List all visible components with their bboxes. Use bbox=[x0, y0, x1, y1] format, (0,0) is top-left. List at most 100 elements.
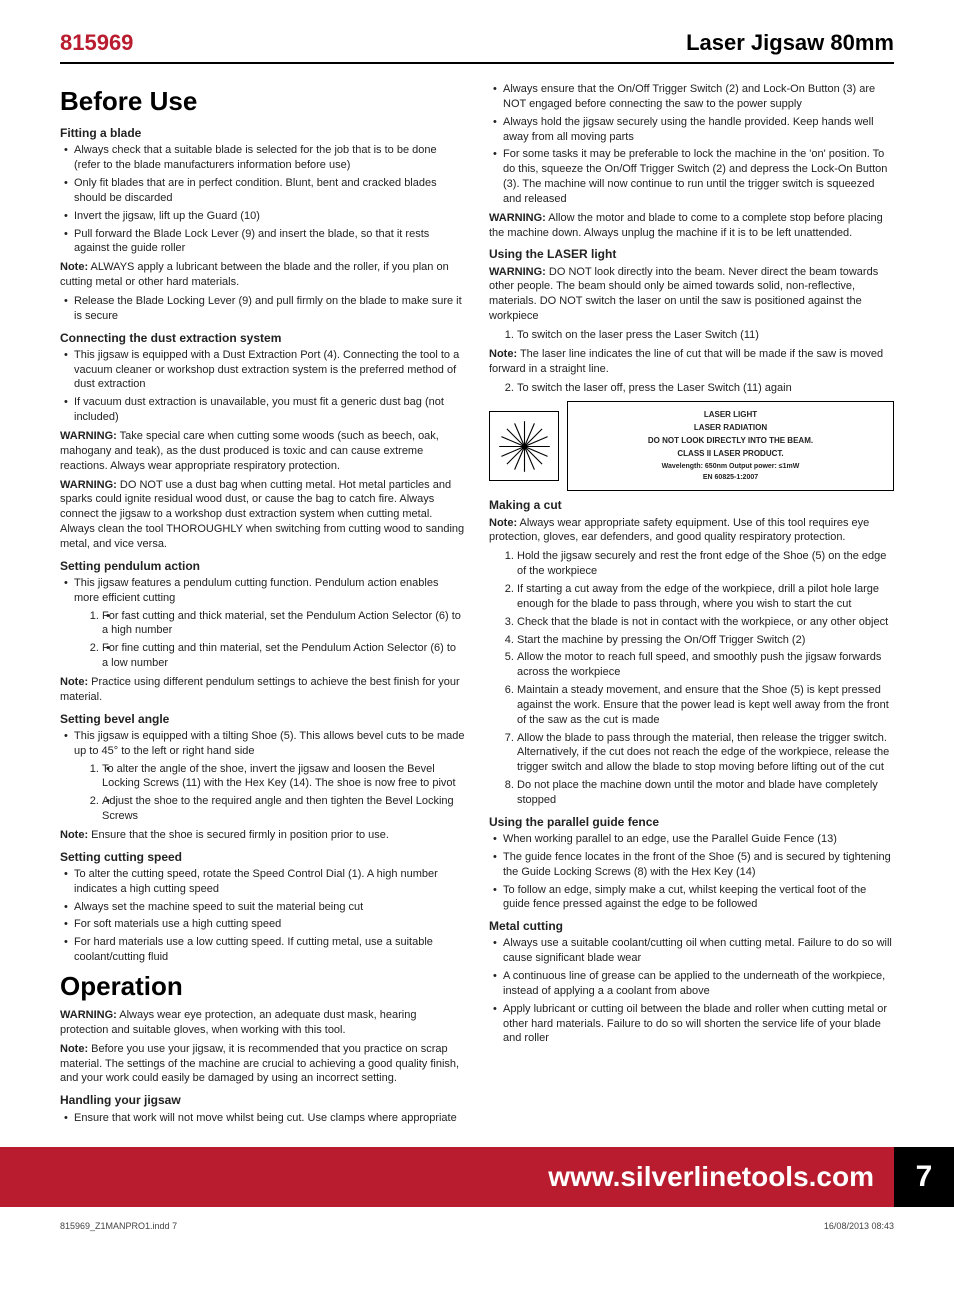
pendulum-steps: For fast cutting and thick material, set… bbox=[74, 609, 465, 671]
warning-laser: WARNING: DO NOT look directly into the b… bbox=[489, 265, 894, 324]
warning-label: WARNING: bbox=[60, 479, 117, 491]
subheading-making-cut: Making a cut bbox=[489, 497, 894, 513]
list-item: For fine cutting and thin material, set … bbox=[102, 641, 465, 671]
note-lubricant: Note: ALWAYS apply a lubricant between t… bbox=[60, 260, 465, 290]
note-text: Ensure that the shoe is secured firmly i… bbox=[88, 829, 389, 841]
list-item: Ensure that work will not move whilst be… bbox=[60, 1111, 465, 1126]
speed-list: To alter the cutting speed, rotate the S… bbox=[60, 867, 465, 965]
laser-icon-box bbox=[489, 411, 559, 481]
laser-warning-box: LASER LIGHT LASER RADIATION DO NOT LOOK … bbox=[489, 401, 894, 491]
list-item: To switch on the laser press the Laser S… bbox=[517, 328, 894, 343]
list-item: Always check that a suitable blade is se… bbox=[60, 143, 465, 173]
warning-text: DO NOT use a dust bag when cutting metal… bbox=[60, 479, 464, 550]
list-item: To alter the cutting speed, rotate the S… bbox=[60, 867, 465, 897]
bevel-intro-list: This jigsaw is equipped with a tilting S… bbox=[60, 729, 465, 824]
list-item: Invert the jigsaw, lift up the Guard (10… bbox=[60, 209, 465, 224]
column-right: Always ensure that the On/Off Trigger Sw… bbox=[489, 82, 894, 1129]
list-item: Always ensure that the On/Off Trigger Sw… bbox=[489, 82, 894, 112]
subheading-pendulum: Setting pendulum action bbox=[60, 558, 465, 574]
list-item: Release the Blade Locking Lever (9) and … bbox=[60, 294, 465, 324]
dust-extraction-list: This jigsaw is equipped with a Dust Extr… bbox=[60, 348, 465, 425]
list-item: For soft materials use a high cutting sp… bbox=[60, 917, 465, 932]
laser-box-line: DO NOT LOOK DIRECTLY INTO THE BEAM. bbox=[578, 436, 883, 447]
list-item: To switch the laser off, press the Laser… bbox=[517, 381, 894, 396]
print-metadata: 815969_Z1MANPRO1.indd 7 16/08/2013 08:43 bbox=[0, 1207, 954, 1251]
subheading-laser: Using the LASER light bbox=[489, 246, 894, 262]
list-item: A continuous line of grease can be appli… bbox=[489, 969, 894, 999]
list-item: Adjust the shoe to the required angle an… bbox=[102, 794, 465, 824]
list-item: Maintain a steady movement, and ensure t… bbox=[517, 683, 894, 728]
laser-box-line: LASER LIGHT bbox=[578, 410, 883, 421]
handling-list-2: Always ensure that the On/Off Trigger Sw… bbox=[489, 82, 894, 207]
note-bevel: Note: Ensure that the shoe is secured fi… bbox=[60, 828, 465, 843]
note-text: Before you use your jigsaw, it is recomm… bbox=[60, 1043, 459, 1085]
subheading-dust-extraction: Connecting the dust extraction system bbox=[60, 330, 465, 346]
pendulum-intro-list: This jigsaw features a pendulum cutting … bbox=[60, 576, 465, 671]
warning-operation: WARNING: Always wear eye protection, an … bbox=[60, 1008, 465, 1038]
print-datetime: 16/08/2013 08:43 bbox=[824, 1221, 894, 1231]
note-text: ALWAYS apply a lubricant between the bla… bbox=[60, 261, 449, 288]
list-item: For fast cutting and thick material, set… bbox=[102, 609, 465, 639]
content-columns: Before Use Fitting a blade Always check … bbox=[60, 82, 894, 1129]
bevel-intro: This jigsaw is equipped with a tilting S… bbox=[74, 730, 465, 757]
print-file: 815969_Z1MANPRO1.indd 7 bbox=[60, 1221, 177, 1231]
bevel-steps: To alter the angle of the shoe, invert t… bbox=[74, 762, 465, 824]
subheading-fitting-blade: Fitting a blade bbox=[60, 125, 465, 141]
list-item: The guide fence locates in the front of … bbox=[489, 850, 894, 880]
list-item: To alter the angle of the shoe, invert t… bbox=[102, 762, 465, 792]
list-item: Do not place the machine down until the … bbox=[517, 778, 894, 808]
subheading-metal-cutting: Metal cutting bbox=[489, 918, 894, 934]
note-pendulum: Note: Practice using different pendulum … bbox=[60, 675, 465, 705]
note-label: Note: bbox=[60, 1043, 88, 1055]
note-operation: Note: Before you use your jigsaw, it is … bbox=[60, 1042, 465, 1087]
note-label: Note: bbox=[489, 517, 517, 529]
note-text: The laser line indicates the line of cut… bbox=[489, 348, 883, 375]
warning-label: WARNING: bbox=[60, 1009, 117, 1021]
warning-label: WARNING: bbox=[60, 430, 117, 442]
warning-motor-stop: WARNING: Allow the motor and blade to co… bbox=[489, 211, 894, 241]
laser-box-line: LASER RADIATION bbox=[578, 423, 883, 434]
laser-box-line: EN 60825-1:2007 bbox=[578, 473, 883, 482]
warning-wood-dust: WARNING: Take special care when cutting … bbox=[60, 429, 465, 474]
note-text: Practice using different pendulum settin… bbox=[60, 676, 460, 703]
laser-steps: To switch on the laser press the Laser S… bbox=[489, 328, 894, 343]
fitting-blade-list: Always check that a suitable blade is se… bbox=[60, 143, 465, 256]
list-item: For some tasks it may be preferable to l… bbox=[489, 147, 894, 206]
list-item: This jigsaw features a pendulum cutting … bbox=[60, 576, 465, 671]
warning-text: Allow the motor and blade to come to a c… bbox=[489, 212, 883, 239]
fence-list: When working parallel to an edge, use th… bbox=[489, 832, 894, 912]
note-laser: Note: The laser line indicates the line … bbox=[489, 347, 894, 377]
metal-list: Always use a suitable coolant/cutting oi… bbox=[489, 936, 894, 1046]
warning-label: WARNING: bbox=[489, 212, 546, 224]
footer-page-number: 7 bbox=[894, 1147, 954, 1207]
footer-url: www.silverlinetools.com bbox=[0, 1147, 894, 1207]
list-item: To follow an edge, simply make a cut, wh… bbox=[489, 883, 894, 913]
note-text: Always wear appropriate safety equipment… bbox=[489, 517, 869, 544]
list-item: Always hold the jigsaw securely using th… bbox=[489, 115, 894, 145]
list-item: Pull forward the Blade Lock Lever (9) an… bbox=[60, 227, 465, 257]
list-item: Only fit blades that are in perfect cond… bbox=[60, 176, 465, 206]
list-item: Hold the jigsaw securely and rest the fr… bbox=[517, 549, 894, 579]
product-name: Laser Jigsaw 80mm bbox=[686, 30, 894, 56]
handling-list: Ensure that work will not move whilst be… bbox=[60, 1111, 465, 1126]
note-label: Note: bbox=[60, 829, 88, 841]
laser-burst-icon bbox=[497, 419, 552, 474]
product-code: 815969 bbox=[60, 30, 133, 56]
list-item: Allow the blade to pass through the mate… bbox=[517, 731, 894, 776]
warning-metal-dust: WARNING: DO NOT use a dust bag when cutt… bbox=[60, 478, 465, 552]
note-label: Note: bbox=[489, 348, 517, 360]
list-item: Check that the blade is not in contact w… bbox=[517, 615, 894, 630]
subheading-guide-fence: Using the parallel guide fence bbox=[489, 814, 894, 830]
note-label: Note: bbox=[60, 261, 88, 273]
fitting-blade-list-2: Release the Blade Locking Lever (9) and … bbox=[60, 294, 465, 324]
list-item: Always use a suitable coolant/cutting oi… bbox=[489, 936, 894, 966]
column-left: Before Use Fitting a blade Always check … bbox=[60, 82, 465, 1129]
list-item: For hard materials use a low cutting spe… bbox=[60, 935, 465, 965]
note-label: Note: bbox=[60, 676, 88, 688]
cut-steps: Hold the jigsaw securely and rest the fr… bbox=[489, 549, 894, 808]
warning-text: Take special care when cutting some wood… bbox=[60, 430, 439, 472]
list-item: Always set the machine speed to suit the… bbox=[60, 900, 465, 915]
list-item: Apply lubricant or cutting oil between t… bbox=[489, 1002, 894, 1047]
subheading-bevel: Setting bevel angle bbox=[60, 711, 465, 727]
note-cut: Note: Always wear appropriate safety equ… bbox=[489, 516, 894, 546]
